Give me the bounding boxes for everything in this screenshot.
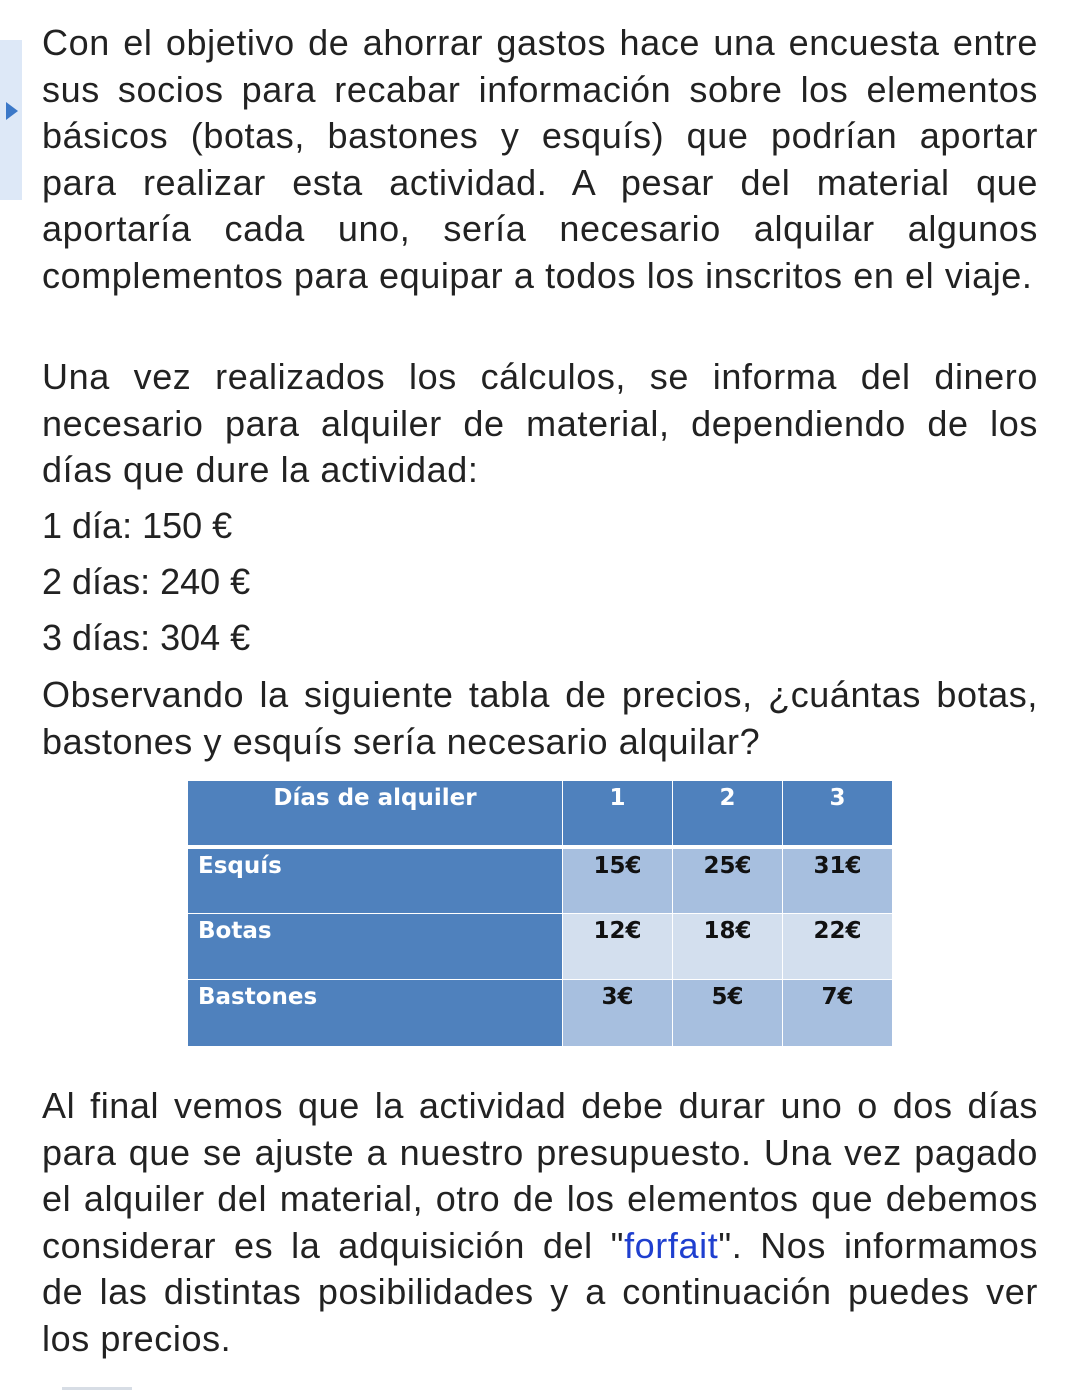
cell: 22€ bbox=[782, 913, 893, 980]
price-line: 3 días: 304 € bbox=[42, 617, 251, 658]
link[interactable]: forfait bbox=[624, 1224, 719, 1266]
paragraph: Una vez realizados los cálculos, se info… bbox=[42, 356, 1038, 490]
cell: 3€ bbox=[562, 979, 673, 1047]
cell: 25€ bbox=[672, 846, 783, 914]
header-cell: 3 bbox=[782, 780, 893, 849]
table-row: Botas 12€ 18€ 22€ bbox=[187, 913, 893, 980]
row-header: Botas bbox=[187, 913, 563, 980]
table-row: Esquís 15€ 25€ 31€ bbox=[187, 846, 893, 914]
text: Al final vemos que la actividad debe dur… bbox=[42, 1085, 1038, 1266]
header-cell: 2 bbox=[672, 780, 783, 849]
divider bbox=[62, 1387, 132, 1390]
cell: 31€ bbox=[782, 846, 893, 914]
question: Observando la siguiente tabla de precios… bbox=[42, 674, 1038, 762]
header-cell: Días de alquiler bbox=[187, 780, 563, 849]
table-header: Días de alquiler 1 2 3 bbox=[187, 780, 893, 849]
side-tab[interactable] bbox=[0, 40, 22, 200]
row-header: Bastones bbox=[187, 979, 563, 1047]
row-header: Esquís bbox=[187, 846, 563, 914]
header-cell: 1 bbox=[562, 780, 673, 849]
text: ". Nos informamos de las distintas posib… bbox=[42, 1224, 1038, 1359]
price-line: 2 días: 240 € bbox=[42, 561, 251, 602]
cell: 15€ bbox=[562, 846, 673, 914]
closing-paragraph: Al final vemos que la actividad debe dur… bbox=[42, 1083, 1038, 1362]
cell: 7€ bbox=[782, 979, 893, 1047]
cell: 18€ bbox=[672, 913, 783, 980]
cell: 12€ bbox=[562, 913, 673, 980]
price-line: 1 día: 150 € bbox=[42, 505, 233, 546]
table-row: Bastones 3€ 5€ 7€ bbox=[187, 979, 893, 1047]
price-table: Días de alquiler 1 2 3 Esquís 15€ 25€ 31… bbox=[187, 780, 893, 1047]
paragraph: Con el objetivo de ahorrar gastos hace u… bbox=[42, 22, 1038, 296]
cell: 5€ bbox=[672, 979, 783, 1047]
